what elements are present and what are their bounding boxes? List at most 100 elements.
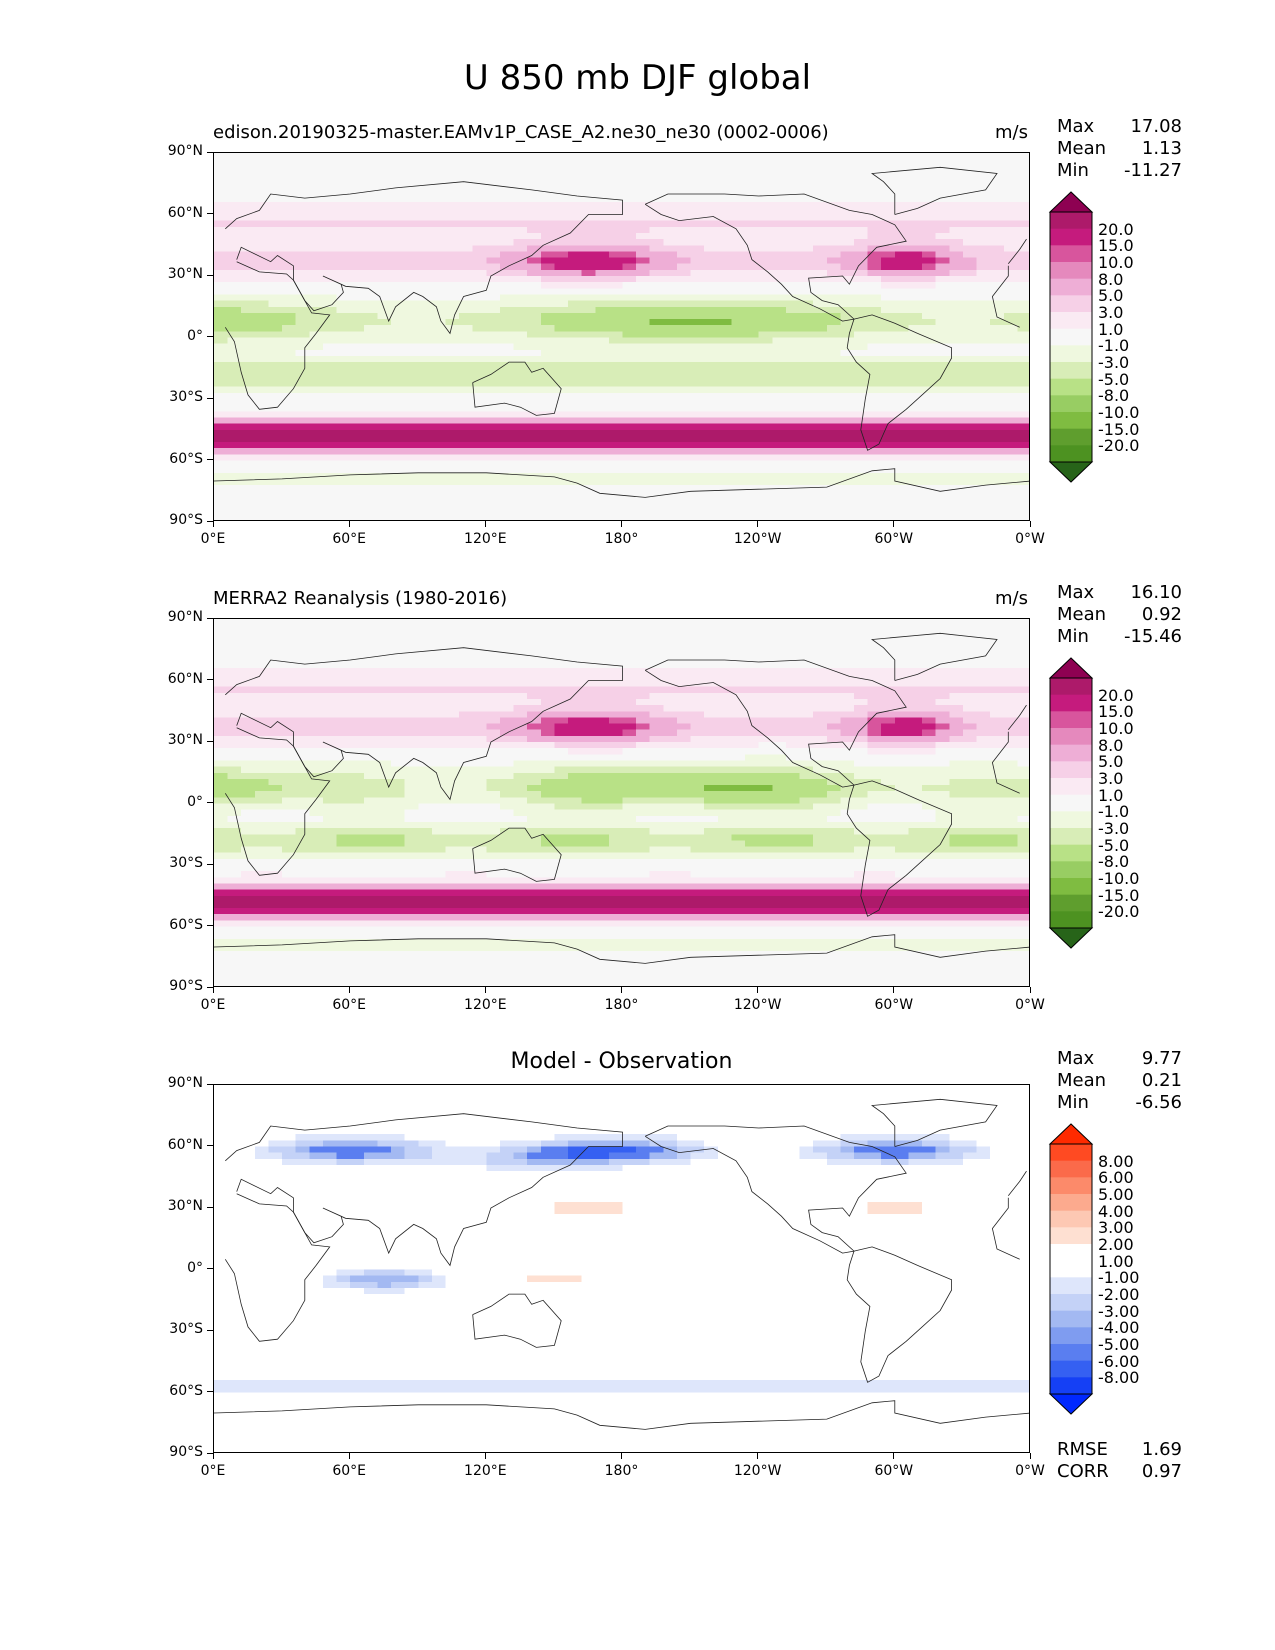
field-cell bbox=[990, 698, 1005, 706]
field-cell bbox=[636, 343, 651, 351]
field-cell bbox=[282, 748, 297, 755]
field-cell bbox=[472, 165, 487, 173]
field-cell bbox=[663, 637, 678, 645]
field-cell bbox=[540, 692, 556, 700]
field-cell bbox=[853, 288, 869, 296]
field-cell bbox=[881, 325, 896, 332]
field-cell bbox=[418, 386, 433, 394]
field-cell bbox=[922, 386, 937, 394]
field-cell bbox=[499, 515, 515, 520]
field-cell bbox=[214, 692, 229, 700]
field-cell bbox=[499, 478, 515, 486]
field-cell bbox=[472, 619, 487, 626]
field-cell bbox=[336, 226, 351, 234]
field-cell bbox=[949, 472, 964, 480]
field-cell bbox=[540, 177, 556, 185]
field-cell bbox=[472, 491, 487, 498]
field-cell bbox=[785, 405, 801, 412]
field-cell bbox=[881, 515, 896, 520]
field-cell bbox=[745, 454, 760, 462]
field-cell bbox=[663, 171, 678, 179]
field-cell bbox=[214, 319, 229, 326]
field-cell bbox=[350, 637, 365, 645]
field-cell bbox=[690, 355, 705, 363]
field-cell bbox=[282, 202, 297, 209]
field-cell bbox=[568, 392, 583, 400]
field-cell bbox=[554, 386, 569, 394]
field-cell bbox=[214, 705, 229, 712]
field-cell bbox=[935, 189, 950, 197]
field-cell bbox=[676, 276, 692, 283]
field-cell bbox=[1003, 319, 1018, 326]
field-cell bbox=[636, 300, 651, 308]
field-cell bbox=[622, 643, 637, 651]
field-cell bbox=[268, 282, 283, 289]
field-cell bbox=[350, 742, 365, 749]
field-cell bbox=[363, 417, 378, 425]
field-cell bbox=[608, 355, 624, 363]
field-cell bbox=[772, 312, 787, 320]
field-cell bbox=[881, 460, 896, 468]
field-cell bbox=[282, 306, 297, 314]
field-cell bbox=[363, 171, 378, 179]
field-cell bbox=[499, 711, 515, 718]
field-cell bbox=[894, 251, 910, 259]
field-cell bbox=[404, 509, 419, 517]
field-cell bbox=[608, 405, 624, 412]
field-cell bbox=[663, 399, 678, 406]
field-cell bbox=[254, 202, 270, 209]
field-cell bbox=[568, 208, 583, 216]
field-cell bbox=[486, 239, 501, 246]
field-cell bbox=[636, 735, 651, 743]
field-cell bbox=[813, 306, 828, 314]
field-cell bbox=[976, 386, 991, 394]
field-cell bbox=[513, 405, 528, 412]
field-cell bbox=[418, 692, 433, 700]
field-cell bbox=[894, 655, 910, 663]
field-cell bbox=[922, 183, 937, 191]
field-cell bbox=[1003, 448, 1018, 455]
field-cell bbox=[785, 368, 801, 375]
field-cell bbox=[826, 698, 841, 706]
field-cell bbox=[431, 472, 447, 480]
field-cell bbox=[1003, 196, 1018, 203]
field-cell bbox=[745, 368, 760, 375]
field-cell bbox=[295, 655, 310, 663]
field-cell bbox=[608, 411, 624, 419]
field-cell bbox=[622, 503, 637, 511]
field-cell bbox=[513, 208, 528, 216]
field-cell bbox=[935, 509, 950, 517]
field-cell bbox=[499, 153, 515, 160]
field-cell bbox=[976, 251, 991, 259]
field-cell bbox=[499, 674, 515, 682]
field-cell bbox=[867, 171, 882, 179]
field-cell bbox=[990, 405, 1005, 412]
field-cell bbox=[214, 331, 229, 339]
field-cell bbox=[840, 257, 855, 265]
field-cell bbox=[363, 503, 378, 511]
field-cell bbox=[853, 405, 869, 412]
field-cell bbox=[894, 729, 910, 737]
field-cell bbox=[445, 392, 460, 400]
field-cell bbox=[622, 485, 637, 492]
field-cell bbox=[840, 460, 855, 468]
field-cell bbox=[527, 220, 542, 228]
field-cell bbox=[1003, 497, 1018, 505]
field-cell bbox=[745, 448, 760, 455]
field-cell bbox=[881, 245, 896, 252]
field-cell bbox=[404, 214, 419, 222]
field-cell bbox=[499, 637, 515, 645]
field-cell bbox=[486, 153, 501, 160]
field-cell bbox=[363, 226, 378, 234]
field-cell bbox=[309, 748, 324, 755]
field-cell bbox=[486, 282, 501, 289]
field-cell bbox=[908, 220, 923, 228]
field-cell bbox=[704, 239, 719, 246]
field-cell bbox=[214, 643, 229, 651]
field-cell bbox=[935, 251, 950, 259]
field-cell bbox=[499, 312, 515, 320]
field-cell bbox=[540, 245, 556, 252]
colorbar-bin bbox=[1050, 345, 1092, 363]
field-cell bbox=[540, 649, 556, 657]
field-cell bbox=[894, 649, 910, 657]
